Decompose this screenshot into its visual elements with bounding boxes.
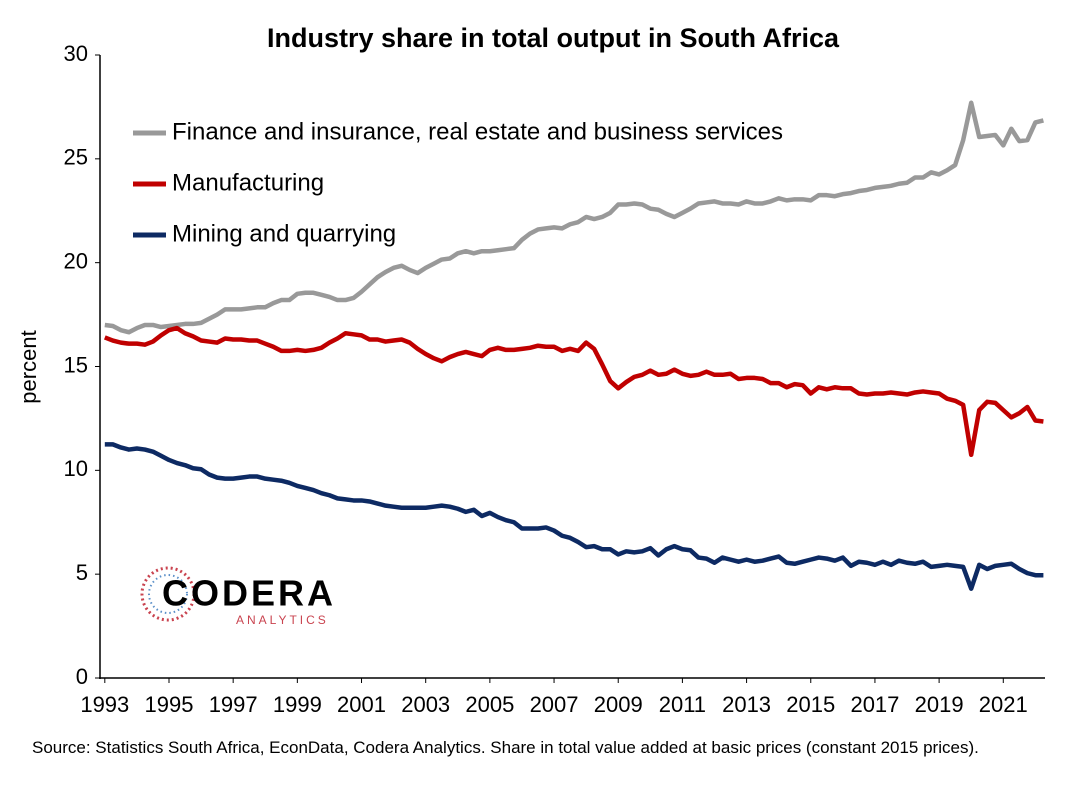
y-tick-label: 5 <box>76 560 88 585</box>
x-tick-label: 2003 <box>401 692 450 717</box>
x-tick-label: 2021 <box>979 692 1028 717</box>
logo-ring <box>140 566 196 622</box>
y-tick-label: 25 <box>64 145 88 170</box>
x-tick-label: 2009 <box>594 692 643 717</box>
x-tick-label: 2011 <box>659 692 706 717</box>
y-tick-label: 10 <box>64 456 88 481</box>
series-line <box>104 100 1044 335</box>
x-tick-label: 1993 <box>80 692 129 717</box>
x-tick-label: 2017 <box>850 692 899 717</box>
y-tick-label: 30 <box>64 41 88 66</box>
logo-name: CODERA <box>162 573 336 614</box>
y-axis-label: percent <box>16 330 41 403</box>
series-line <box>104 442 1044 591</box>
y-tick-label: 15 <box>64 352 88 377</box>
y-tick-label: 0 <box>76 664 88 689</box>
x-tick-label: 2001 <box>337 692 386 717</box>
x-tick-label: 2013 <box>722 692 771 717</box>
x-tick-label: 1995 <box>145 692 194 717</box>
x-tick-label: 2019 <box>915 692 964 717</box>
source-note: Source: Statistics South Africa, EconDat… <box>32 738 979 757</box>
y-tick-label: 20 <box>64 248 88 273</box>
legend-label: Mining and quarrying <box>172 220 396 247</box>
x-tick-label: 1997 <box>209 692 258 717</box>
chart-title: Industry share in total output in South … <box>267 23 840 53</box>
x-tick-label: 2005 <box>465 692 514 717</box>
logo-sub: ANALYTICS <box>236 613 329 627</box>
legend-label: Finance and insurance, real estate and b… <box>172 118 783 145</box>
x-tick-label: 2015 <box>786 692 835 717</box>
series-line <box>103 325 1044 458</box>
x-tick-label: 1999 <box>273 692 322 717</box>
logo: CODERA ANALYTICS <box>140 566 336 627</box>
chart: Industry share in total output in South … <box>16 23 1045 717</box>
logo-ring <box>148 574 188 614</box>
legend-label: Manufacturing <box>172 169 324 196</box>
x-tick-label: 2007 <box>530 692 579 717</box>
